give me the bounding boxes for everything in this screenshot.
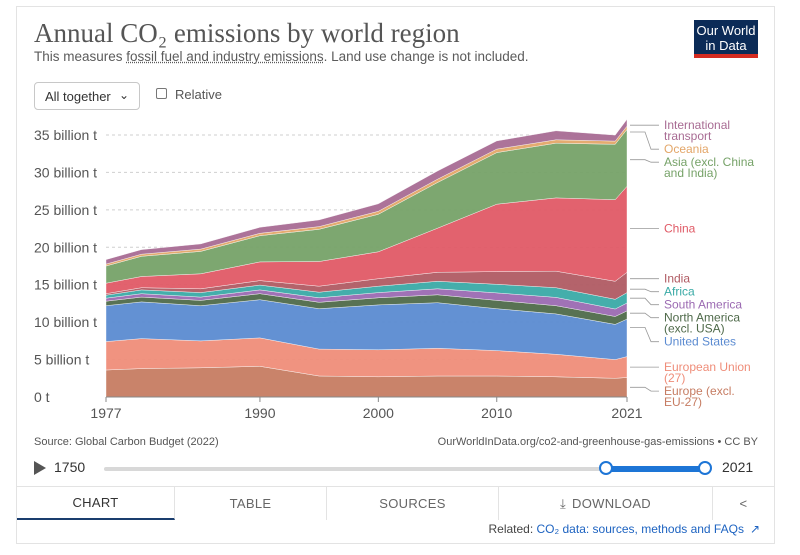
legend-connector: [630, 312, 659, 319]
related-link-row: Related: CO₂ data: sources, methods and …: [488, 522, 760, 536]
y-tick-label: 5 billion t: [34, 352, 89, 368]
legend-label-european_union[interactable]: (27): [664, 371, 685, 385]
area-series-international_transport: [105, 118, 628, 265]
timeline-start-label: 1750: [54, 459, 86, 475]
chart-tabs: CHART TABLE SOURCES ⤓ DOWNLOAD <: [17, 486, 774, 520]
legend-label-south_america[interactable]: South America: [664, 298, 742, 312]
x-tick-label: 1977: [90, 405, 121, 421]
legend-connector: [630, 297, 659, 306]
legend-label-africa[interactable]: Africa: [664, 285, 695, 299]
legend-label-europe[interactable]: Europe (excl.: [664, 384, 735, 398]
y-tick-label: 10 billion t: [34, 314, 97, 330]
share-icon: <: [739, 496, 748, 511]
chart-title: Annual CO₂ emissions by world region: [34, 18, 460, 48]
legend-label-china[interactable]: China: [664, 222, 696, 236]
legend-label-north_america[interactable]: (excl. USA): [664, 322, 725, 336]
related-faq-link[interactable]: CO₂ data: sources, methods and FAQs: [536, 522, 744, 536]
y-tick-label: 0 t: [34, 389, 50, 405]
legend-label-india[interactable]: India: [664, 272, 690, 286]
legend-label-international_transport[interactable]: International: [664, 118, 730, 132]
timeline-track[interactable]: [104, 467, 708, 471]
y-tick-label: 30 billion t: [34, 164, 97, 180]
legend-label-asia[interactable]: Asia (excl. China: [664, 155, 754, 169]
legend-connector: [630, 288, 659, 293]
timeline-end-label: 2021: [722, 459, 754, 475]
tab-download[interactable]: ⤓ DOWNLOAD: [499, 487, 713, 520]
timeline-selected-range: [607, 466, 707, 472]
owid-logo[interactable]: Our World in Data: [694, 20, 758, 58]
y-tick-label: 15 billion t: [34, 277, 97, 293]
legend-label-international_transport[interactable]: transport: [664, 129, 712, 143]
relative-toggle[interactable]: Relative: [156, 87, 222, 102]
legend-connector: [630, 159, 659, 163]
chevron-down-icon: ⌄: [118, 88, 129, 102]
legend-label-united_states[interactable]: United States: [664, 335, 736, 349]
legend-label-asia[interactable]: and India): [664, 166, 717, 180]
source-note: Source: Global Carbon Budget (2022): [34, 436, 219, 448]
play-icon[interactable]: [34, 461, 46, 475]
x-tick-label: 2000: [363, 405, 394, 421]
stack-mode-select[interactable]: All together ⌄: [34, 82, 140, 110]
timeline: 1750 2021: [34, 456, 764, 480]
relative-checkbox[interactable]: [156, 88, 167, 99]
legend-label-oceania[interactable]: Oceania: [664, 142, 709, 156]
x-tick-label: 2010: [481, 405, 512, 421]
timeline-end-handle[interactable]: [698, 461, 712, 475]
fossil-emissions-link[interactable]: fossil fuel and industry emissions: [126, 49, 324, 64]
legend-connector: [630, 386, 659, 392]
share-button[interactable]: <: [713, 487, 774, 520]
x-tick-label: 2021: [611, 405, 642, 421]
external-link-icon: ↗: [749, 522, 760, 536]
y-tick-label: 20 billion t: [34, 239, 97, 255]
legend-label-north_america[interactable]: North America: [664, 311, 740, 325]
legend-connector: [630, 327, 659, 343]
tab-table[interactable]: TABLE: [175, 487, 327, 520]
y-tick-label: 25 billion t: [34, 202, 97, 218]
chart-subtitle: This measures fossil fuel and industry e…: [34, 49, 529, 64]
timeline-start-handle[interactable]: [599, 461, 613, 475]
x-tick-label: 1990: [244, 405, 275, 421]
legend-label-europe[interactable]: EU-27): [664, 395, 702, 409]
source-url[interactable]: OurWorldInData.org/co2-and-greenhouse-ga…: [437, 436, 758, 448]
area-chart: 0 t 5 billion t 10 billion t 15 billion t 20…: [34, 118, 754, 421]
download-icon: ⤓: [559, 495, 567, 511]
legend-connector: [630, 131, 659, 150]
tab-chart[interactable]: CHART: [17, 487, 175, 520]
legend-label-european_union[interactable]: European Union: [664, 360, 751, 374]
tab-sources[interactable]: SOURCES: [327, 487, 499, 520]
y-tick-label: 35 billion t: [34, 127, 97, 143]
